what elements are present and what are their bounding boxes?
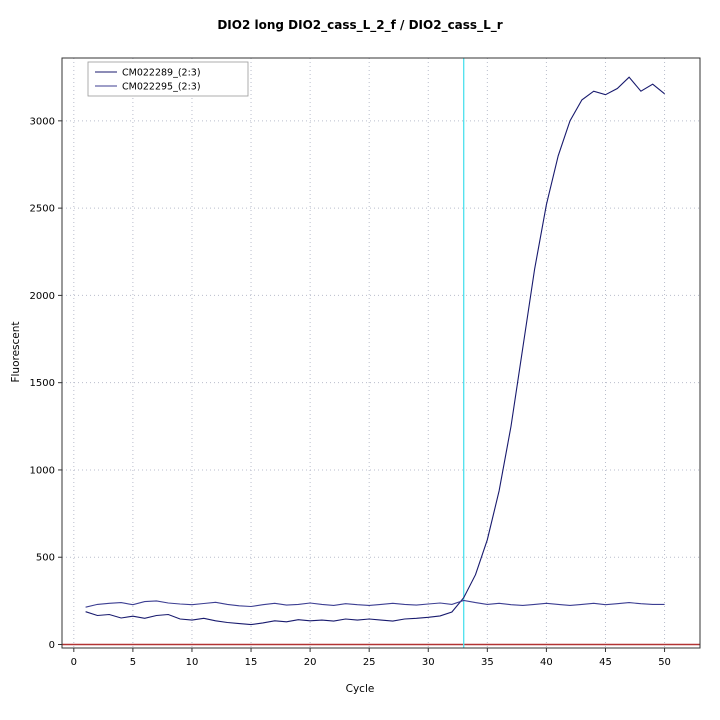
svg-text:30: 30 <box>422 657 435 668</box>
chart-title: DIO2 long DIO2_cass_L_2_f / DIO2_cass_L_… <box>217 18 503 32</box>
svg-text:40: 40 <box>540 657 553 668</box>
svg-text:500: 500 <box>36 553 55 564</box>
legend-label-1: CM022295_(2:3) <box>122 82 201 93</box>
svg-text:1500: 1500 <box>30 378 55 389</box>
svg-text:2000: 2000 <box>30 291 55 302</box>
y-axis-ticks: 0 500 1000 1500 2000 2500 3000 <box>30 116 62 651</box>
svg-text:50: 50 <box>658 657 671 668</box>
svg-text:1000: 1000 <box>30 465 55 476</box>
series-line-0 <box>85 76 665 626</box>
svg-text:5: 5 <box>130 657 136 668</box>
svg-text:35: 35 <box>481 657 494 668</box>
legend-box <box>87 61 249 97</box>
svg-text:15: 15 <box>245 657 258 668</box>
svg-text:3000: 3000 <box>30 116 55 127</box>
gridlines <box>62 58 700 648</box>
svg-text:10: 10 <box>186 657 199 668</box>
svg-text:25: 25 <box>363 657 376 668</box>
y-axis-label: Fluorescent <box>10 321 22 383</box>
x-axis-label: Cycle <box>345 683 375 695</box>
svg-text:45: 45 <box>599 657 612 668</box>
svg-text:0: 0 <box>49 640 55 651</box>
x-axis-ticks: 0 5 10 15 20 25 30 35 40 45 50 <box>71 648 671 668</box>
series-line-1 <box>85 599 665 608</box>
legend-label-0: CM022289_(2:3) <box>122 68 201 79</box>
plot-border <box>61 57 701 649</box>
legend: CM022289_(2:3) CM022295_(2:3) <box>87 61 249 97</box>
svg-text:2500: 2500 <box>30 204 55 215</box>
svg-text:0: 0 <box>71 657 77 668</box>
svg-text:20: 20 <box>304 657 317 668</box>
